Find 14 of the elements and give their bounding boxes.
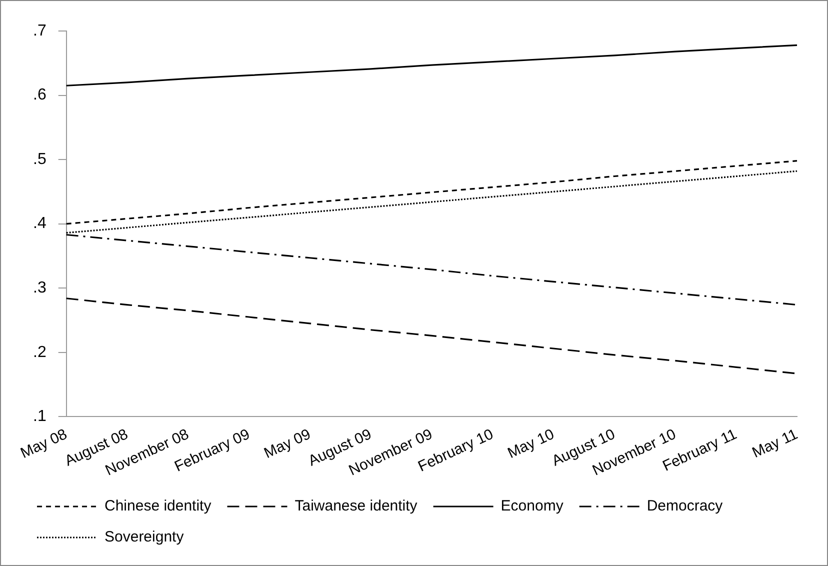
- y-tick-label: .5: [33, 150, 46, 168]
- legend-label: Chinese identity: [104, 498, 212, 515]
- y-tick-label: .4: [33, 215, 46, 232]
- legend-label: Economy: [500, 498, 564, 515]
- y-tick-label: .7: [33, 22, 46, 40]
- line-series: [66, 160, 798, 225]
- y-tick-label: .1: [33, 408, 46, 426]
- y-tick-label: .6: [33, 86, 46, 104]
- y-tick-label: .2: [33, 344, 46, 361]
- legend-label: Sovereignty: [104, 528, 184, 546]
- legend-label: Democracy: [646, 498, 724, 515]
- x-tick-label: May 11: [750, 426, 800, 462]
- legend-label: Taiwanese identity: [294, 498, 418, 515]
- y-tick-label: .3: [33, 279, 46, 296]
